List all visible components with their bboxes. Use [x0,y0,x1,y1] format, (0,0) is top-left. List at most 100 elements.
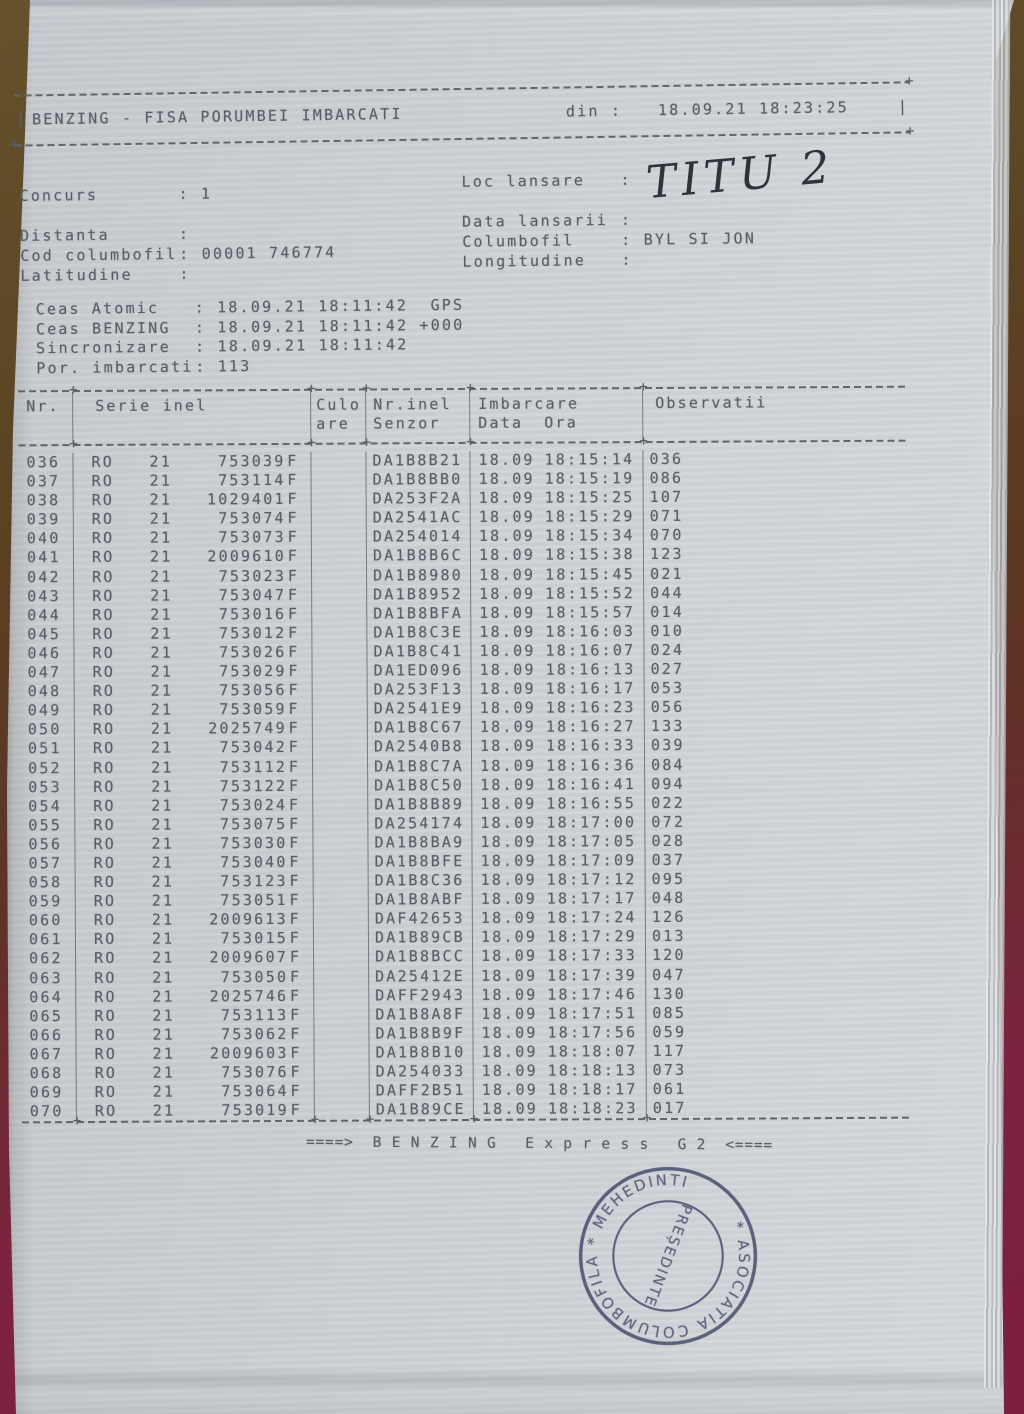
cell-imbarcare: 18.09 18:17:39 [473,965,647,986]
cell-serie-inel: RO 21 753064 F [76,1081,315,1103]
ring-number: 753123 [220,871,288,891]
cell-imbarcare: 18.09 18:15:38 [470,545,645,566]
cell-senzor: DA254174 [368,813,473,834]
cell-nr: 064 [21,987,77,1008]
cell-imbarcare: 18.09 18:15:14 [470,450,644,471]
info-label: Latitudine [20,265,133,285]
cell-observatii: 048 [651,889,686,908]
cell-serie-inel: RO 21 753051 F [75,890,314,912]
pigeon-sex: F [289,948,302,967]
cell-culoare [314,1043,370,1063]
cell-observatii: 037 [651,850,686,869]
cell-serie-inel: RO 21 753026 F [74,642,313,664]
imbarcare-data: 18.09 [478,469,535,489]
cell-senzor: DA253F13 [367,680,472,700]
info-value: : [620,210,633,229]
ring-number: 753074 [218,509,286,528]
ring-number: 753059 [219,700,287,719]
cell-culoare [312,737,369,758]
imbarcare-ora: 18:17:39 [547,965,638,985]
imbarcare-data: 18.09 [478,488,535,508]
imbarcare-data: 18.09 [481,1004,538,1023]
cell-serie-inel: RO 21 753012 F [74,623,313,644]
imbarcare-data: 18.09 [480,832,537,851]
cell-imbarcare: 18.09 18:17:24 [472,908,646,929]
col-header-imbarcare: Imbarcare Data Ora [470,389,644,442]
cell-culoare [314,1100,370,1121]
ring-country: RO [91,548,115,567]
ring-country: RO [94,1082,118,1102]
cell-nr: 063 [21,968,77,988]
imbarcare-data: 18.09 [478,527,536,546]
info-row: Columbofil: BYL SI JON [462,228,756,252]
cell-culoare [311,470,367,490]
imbarcare-data: 18.09 [480,870,537,889]
ring-year: 21 [149,509,173,528]
cell-imbarcare: 18.09 18:17:33 [473,946,647,967]
ring-country: RO [92,720,116,739]
cell-serie-inel: RO 21 753039 F [73,451,312,473]
imbarcare-ora: 18:17:56 [547,1022,638,1042]
cell-culoare [311,489,367,510]
cell-senzor: DA1B8C50 [368,775,473,796]
cell-senzor: DA1B8ABF [368,890,473,910]
cell-imbarcare: 18.09 18:16:41 [472,774,646,795]
pigeon-sex: F [289,891,301,910]
cell-culoare [314,1081,370,1101]
cell-observatii: 085 [652,1003,687,1022]
border-pipe: | [897,97,910,116]
info-value: : [620,170,632,189]
ring-country: RO [91,510,115,529]
cell-observatii: 022 [651,793,686,812]
cell-senzor: DA2540B8 [367,737,473,758]
ring-number: 2025749 [208,719,287,738]
cell-culoare [313,795,369,815]
ring-year: 21 [150,719,174,738]
pigeon-sex: F [290,1024,302,1043]
ring-number: 753112 [219,757,288,776]
cell-serie-inel: RO 21 1029401 F [73,489,312,511]
cell-serie-inel: RO 21 753030 F [75,833,314,855]
info-label: Data lansarii [461,211,609,231]
info-label: Distanta [19,225,110,245]
cell-nr: 054 [20,796,76,817]
cell-imbarcare: 18.09 18:17:51 [473,1003,647,1024]
ring-year: 21 [151,853,175,872]
ring-year: 21 [151,929,175,948]
ring-country: RO [94,987,117,1006]
cell-nr: 051 [19,739,76,759]
imbarcare-ora: 18:15:45 [545,564,635,584]
cell-culoare [312,718,368,739]
cell-nr: 069 [21,1083,77,1103]
imbarcare-data: 18.09 [480,908,538,928]
cell-culoare [314,947,370,968]
info-column-left: Concurs: 1 Distanta: Cod columbofil: 000… [19,182,336,286]
cell-imbarcare: 18.09 18:16:07 [471,640,645,661]
pigeon-sex: F [288,661,300,680]
clock-label: Sincronizare [36,337,171,358]
imbarcare-data: 18.09 [479,622,536,641]
ring-year: 21 [149,471,173,490]
imbarcare-ora: 18:15:29 [544,507,635,526]
imbarcare-ora: 18:16:07 [545,641,636,660]
imbarcare-data: 18.09 [479,603,536,622]
info-label: Longitudine [462,251,587,271]
cell-observatii: 061 [652,1079,687,1099]
cell-senzor: DA1B8952 [367,584,472,605]
clock-label: Ceas BENZING [35,318,171,338]
imbarcare-data: 18.09 [478,546,536,565]
cell-serie-inel: RO 21 2025746 F [76,986,315,1007]
cell-nr: 042 [19,567,75,587]
cell-serie-inel: RO 21 753029 F [74,661,313,683]
info-row: Latitudine: [20,262,336,286]
cell-imbarcare: 18.09 18:16:23 [471,698,645,719]
cell-senzor: DA1B89CE [369,1100,474,1120]
cell-serie-inel: RO 21 753112 F [75,757,314,778]
cell-serie-inel: RO 21 753059 F [74,700,313,721]
ring-number: 753015 [220,929,289,948]
cell-culoare [311,527,367,548]
imbarcare-data: 18.09 [478,450,535,469]
pigeon-sex: F [287,547,300,566]
ring-country: RO [93,758,116,777]
cell-nr: 057 [20,854,76,874]
